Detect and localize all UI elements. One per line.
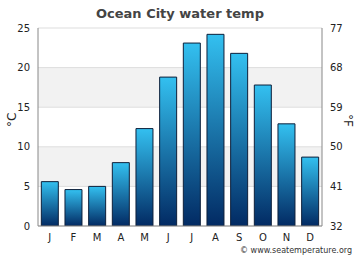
svg-text:°C: °C (8, 113, 19, 127)
svg-text:M: M (140, 232, 149, 243)
svg-text:S: S (236, 232, 242, 243)
svg-text:10: 10 (17, 141, 30, 152)
svg-text:J: J (166, 232, 170, 243)
svg-text:O: O (259, 232, 267, 243)
svg-text:D: D (306, 232, 314, 243)
svg-text:A: A (117, 232, 124, 243)
svg-text:N: N (283, 232, 290, 243)
svg-text:5: 5 (24, 181, 30, 192)
svg-text:F: F (71, 232, 77, 243)
svg-text:59: 59 (330, 102, 343, 113)
svg-text:20: 20 (17, 62, 30, 73)
svg-text:J: J (189, 232, 193, 243)
svg-text:15: 15 (17, 102, 30, 113)
html-text:Ocean City water temp: Ocean City water temp (96, 6, 264, 21)
svg-text:50: 50 (330, 141, 343, 152)
svg-text:J: J (47, 232, 51, 243)
svg-text:77: 77 (330, 23, 343, 34)
svg-text:25: 25 (17, 23, 30, 34)
svg-text:0: 0 (24, 221, 30, 232)
svg-text:°F: °F (341, 114, 352, 127)
html-text:© www.seatemperature.org: © www.seatemperature.org (240, 246, 352, 255)
svg-text:32: 32 (330, 221, 343, 232)
svg-text:41: 41 (330, 181, 343, 192)
svg-text:A: A (212, 232, 219, 243)
svg-text:68: 68 (330, 62, 343, 73)
svg-text:M: M (93, 232, 102, 243)
